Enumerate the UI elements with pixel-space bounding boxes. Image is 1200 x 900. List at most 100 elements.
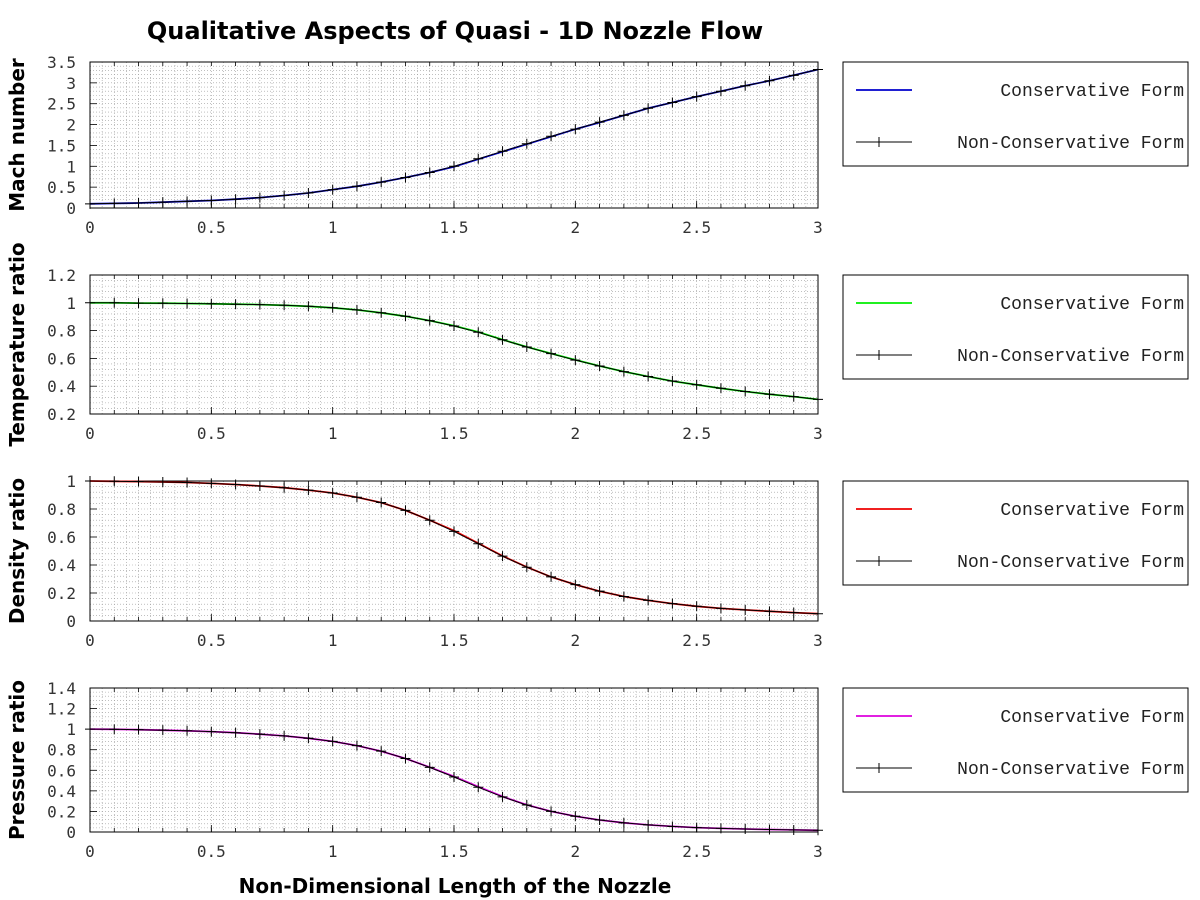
data-point-marker	[376, 307, 387, 318]
x-tick-label: 1	[328, 842, 338, 861]
data-point-marker	[715, 603, 726, 614]
data-point-marker	[715, 823, 726, 834]
x-tick-label: 1.5	[440, 424, 469, 443]
y-tick-label: 0.5	[47, 178, 76, 197]
data-point-marker	[327, 302, 338, 313]
data-point-marker	[206, 298, 217, 309]
minor-grid	[90, 481, 818, 621]
data-point-marker	[424, 167, 435, 178]
legend-entry: Conservative Form	[1000, 295, 1184, 315]
y-tick-label: 0	[66, 612, 76, 631]
data-point-marker	[400, 753, 411, 764]
data-point-marker	[376, 746, 387, 757]
data-point-marker	[109, 297, 120, 308]
y-tick-label: 0.6	[47, 528, 76, 547]
data-point-marker	[813, 608, 823, 619]
legend-entry: Conservative Form	[1000, 708, 1184, 728]
y-tick-label: 0	[66, 199, 76, 218]
x-tick-label: 0.5	[197, 218, 226, 237]
data-point-marker	[254, 299, 265, 310]
subplot-2: 0 0.5 1 1.5 2 2.5 3 0.2 0.4 0.6 0.8 1 1.2 Temperature…	[5, 242, 1189, 447]
data-point-marker	[788, 391, 799, 402]
y-tick-label: 0.8	[47, 500, 76, 519]
tick-marks	[89, 274, 819, 415]
data-point-marker	[691, 91, 702, 102]
data-point-marker	[594, 361, 605, 372]
x-tick-label: 0	[85, 424, 95, 443]
data-point-marker	[133, 298, 144, 309]
x-tick-label: 2	[571, 842, 581, 861]
data-point-marker	[618, 366, 629, 377]
data-point-marker	[691, 601, 702, 612]
legend-box	[842, 687, 1189, 793]
data-point-marker	[715, 383, 726, 394]
legend-entry: Non-Conservative Form	[957, 760, 1184, 780]
y-tick-label: 1.5	[47, 136, 76, 155]
data-point-marker	[473, 153, 484, 164]
y-tick-label: 1	[66, 157, 76, 176]
y-axis-label: Pressure ratio	[5, 680, 29, 840]
legend-box	[842, 274, 1189, 380]
data-point-marker	[376, 497, 387, 508]
data-point-marker	[303, 485, 314, 496]
data-point-marker	[109, 198, 120, 209]
y-tick-label: 0.8	[47, 322, 76, 341]
x-tick-label: 1	[328, 424, 338, 443]
data-point-marker	[400, 505, 411, 516]
y-tick-label: 0.6	[47, 761, 76, 780]
data-point-marker	[303, 301, 314, 312]
data-point-marker	[279, 730, 290, 741]
data-point-marker	[157, 725, 168, 736]
data-point-marker	[643, 371, 654, 382]
data-point-marker	[667, 97, 678, 108]
y-tick-label: 1.2	[47, 266, 76, 285]
data-point-marker	[618, 110, 629, 121]
x-tick-label: 2.5	[682, 424, 711, 443]
y-tick-label: 1.2	[47, 700, 76, 719]
data-point-marker	[206, 195, 217, 206]
data-point-marker	[303, 187, 314, 198]
x-tick-label: 2.5	[682, 842, 711, 861]
data-point-marker	[764, 389, 775, 400]
data-point-marker	[133, 476, 144, 487]
x-tick-label: 3	[813, 842, 823, 861]
data-point-marker	[570, 579, 581, 590]
legend: Conservative Form Non-Conservative Form	[842, 61, 1189, 167]
y-tick-label: 2	[66, 116, 76, 135]
y-axis-label: Temperature ratio	[5, 242, 29, 446]
data-point-marker	[351, 492, 362, 503]
x-tick-label: 0.5	[197, 424, 226, 443]
data-point-marker	[424, 315, 435, 326]
data-point-marker	[133, 197, 144, 208]
x-tick-label: 0	[85, 631, 95, 650]
x-tick-label: 3	[813, 218, 823, 237]
data-point-marker	[157, 476, 168, 487]
x-tick-label: 2.5	[682, 218, 711, 237]
data-point-marker	[424, 762, 435, 773]
x-tick-label: 1	[328, 631, 338, 650]
data-point-marker	[85, 297, 95, 308]
data-point-marker	[497, 146, 508, 157]
data-point-marker	[303, 733, 314, 744]
y-tick-label: 3	[66, 74, 76, 93]
data-point-marker	[570, 355, 581, 366]
data-point-marker	[764, 606, 775, 617]
data-point-marker	[327, 488, 338, 499]
data-point-marker	[85, 724, 95, 735]
data-point-marker	[618, 817, 629, 828]
data-point-marker	[473, 782, 484, 793]
data-point-marker	[473, 327, 484, 338]
y-tick-label: 3.5	[47, 53, 76, 72]
data-point-marker	[813, 825, 823, 836]
x-tick-label: 0	[85, 218, 95, 237]
legend-entry: Conservative Form	[1000, 82, 1184, 102]
data-point-marker	[497, 791, 508, 802]
data-point-marker	[327, 184, 338, 195]
y-tick-label: 0.8	[47, 741, 76, 760]
subplot-4: 0 0.5 1 1.5 2 2.5 300.20.40.60.811.21.4Pressur…	[5, 679, 1189, 861]
data-point-marker	[546, 571, 557, 582]
data-point-marker	[230, 299, 241, 310]
legend-entry: Non-Conservative Form	[957, 347, 1184, 367]
data-point-marker	[449, 771, 459, 782]
